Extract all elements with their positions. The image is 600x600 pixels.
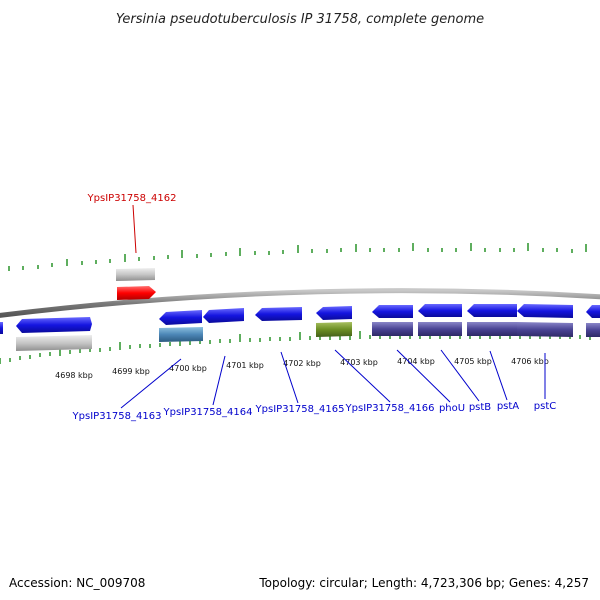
gene-pstC-arrow[interactable] xyxy=(517,304,573,318)
leader-phoU xyxy=(396,349,451,403)
leader-4162 xyxy=(132,204,137,254)
gene-pstA-arrow[interactable] xyxy=(467,304,517,317)
gene-label-4162[interactable]: YpsIP31758_4162 xyxy=(87,193,177,204)
scale-label: 4698 kbp xyxy=(55,371,93,380)
gene-label-4164[interactable]: YpsIP31758_4164 xyxy=(163,407,253,418)
gene-label-4163[interactable]: YpsIP31758_4163 xyxy=(72,411,162,422)
scale-label: 4703 kbp xyxy=(340,358,378,367)
gene-labels: YpsIP31758_4162 YpsIP31758_4163 YpsIP317… xyxy=(72,193,557,422)
map-title: Yersinia pseudotuberculosis IP 31758, co… xyxy=(116,12,484,27)
scale-labels: 4698 kbp 4699 kbp 4700 kbp 4701 kbp 4702… xyxy=(55,357,549,380)
cds-phoU-bar[interactable] xyxy=(372,322,413,336)
genome-backbone xyxy=(0,288,600,318)
gene-phoU-arrow[interactable] xyxy=(372,305,413,318)
gene-label-pstB[interactable]: pstB xyxy=(469,402,491,413)
scale-label: 4700 kbp xyxy=(169,364,207,373)
scale-label: 4702 kbp xyxy=(283,359,321,368)
scale-label: 4701 kbp xyxy=(226,361,264,370)
gene-4165-arrow[interactable] xyxy=(255,307,302,321)
leader-4166 xyxy=(334,349,391,403)
accession-text: Accession: NC_009708 xyxy=(9,576,145,590)
gene-label-phoU[interactable]: phoU xyxy=(439,403,465,414)
leader-4163 xyxy=(120,358,182,409)
leader-pstB xyxy=(440,349,480,402)
leader-4164 xyxy=(212,355,226,406)
gene-pstB-arrow[interactable] xyxy=(418,304,462,317)
scale-label: 4706 kbp xyxy=(511,357,549,366)
cds-right-edge-bar[interactable] xyxy=(586,323,600,337)
pseudogene-4162-gray-bar[interactable] xyxy=(116,268,155,281)
misc-feature-4163-bar[interactable] xyxy=(159,327,203,342)
misc-feature-4166-bar[interactable] xyxy=(316,322,352,337)
outer-tick-ring xyxy=(8,243,587,271)
gene-4162-arrow[interactable] xyxy=(117,286,156,300)
gene-4163-arrow[interactable] xyxy=(159,310,202,325)
gene-label-4165[interactable]: YpsIP31758_4165 xyxy=(255,404,345,415)
gene-label-pstA[interactable]: pstA xyxy=(497,401,519,412)
gene-left-edge-arrow[interactable] xyxy=(0,322,3,334)
gene-4164-arrow[interactable] xyxy=(203,308,244,323)
leader-4165 xyxy=(280,351,299,404)
scale-label: 4704 kbp xyxy=(397,357,435,366)
scale-label: 4699 kbp xyxy=(112,367,150,376)
cds-pstA-bar[interactable] xyxy=(467,322,517,336)
pseudogene-4160-gray-bar[interactable] xyxy=(16,335,92,351)
gene-4160-arrow[interactable] xyxy=(16,317,92,333)
gene-label-4166[interactable]: YpsIP31758_4166 xyxy=(345,403,435,414)
gene-label-pstC[interactable]: pstC xyxy=(534,401,556,412)
gene-4166-arrow[interactable] xyxy=(316,306,352,320)
cds-pstC-bar[interactable] xyxy=(517,322,573,337)
gene-right-edge-arrow[interactable] xyxy=(586,305,600,318)
leader-pstA xyxy=(489,350,508,401)
cds-pstB-bar[interactable] xyxy=(418,322,462,336)
scale-label: 4705 kbp xyxy=(454,357,492,366)
label-leaders xyxy=(120,204,546,409)
genome-summary-text: Topology: circular; Length: 4,723,306 bp… xyxy=(258,576,589,590)
